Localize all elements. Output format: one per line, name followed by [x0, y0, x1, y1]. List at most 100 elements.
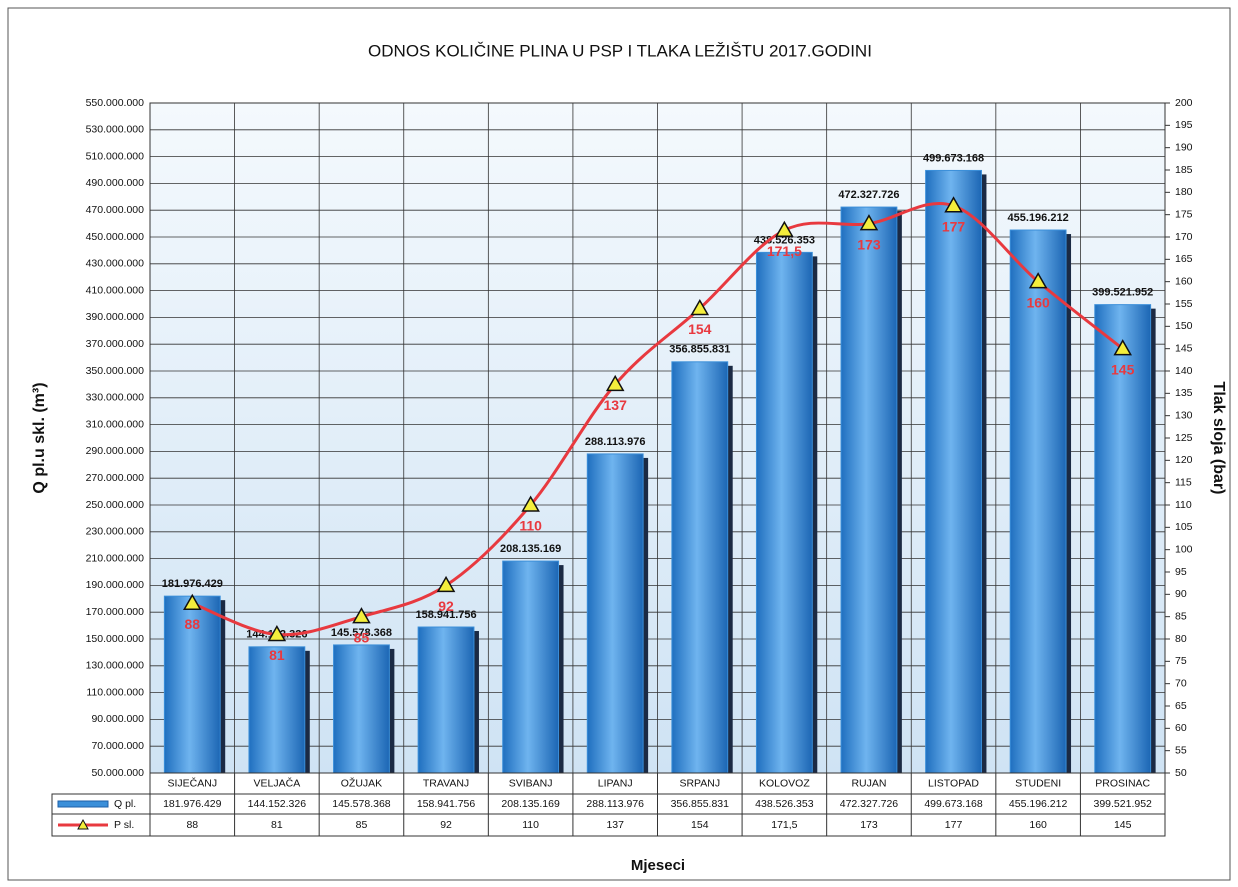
bar: [417, 626, 475, 774]
table-value: 181.976.429: [163, 798, 222, 810]
y2-tick-label: 60: [1175, 722, 1187, 734]
y-tick-label: 110.000.000: [86, 686, 144, 698]
x-tick-label: STUDENI: [1015, 777, 1061, 789]
y2-tick-label: 70: [1175, 677, 1187, 689]
y-tick-label: 310.000.000: [86, 418, 145, 430]
y-tick-label: 530.000.000: [86, 124, 145, 136]
y-tick-label: 490.000.000: [86, 177, 145, 189]
y-tick-label: 450.000.000: [86, 231, 145, 243]
table-value: 145.578.368: [332, 798, 391, 810]
bar-value-label: 208.135.169: [500, 543, 561, 555]
table-value: 399.521.952: [1094, 798, 1153, 810]
table-value: 144.152.326: [248, 798, 307, 810]
x-tick-label: PROSINAC: [1095, 777, 1150, 789]
line-value-label: 177: [942, 218, 966, 234]
y-tick-label: 370.000.000: [86, 338, 145, 350]
y2-tick-label: 125: [1175, 432, 1193, 444]
y2-tick-label: 165: [1175, 253, 1193, 265]
line-value-label: 137: [604, 397, 628, 413]
y-tick-label: 550.000.000: [86, 97, 145, 109]
line-value-label: 171,5: [767, 243, 802, 259]
y-tick-label: 470.000.000: [86, 204, 145, 216]
bar: [840, 206, 898, 774]
x-tick-label: SVIBANJ: [509, 777, 553, 789]
line-marker: [1113, 339, 1133, 356]
line-value-label: 173: [857, 236, 881, 252]
line-marker: [521, 495, 540, 512]
table-value: 173: [860, 819, 878, 831]
x-tick-label: TRAVANJ: [423, 777, 469, 789]
y-tick-label: 350.000.000: [86, 365, 145, 377]
chart-title: ODNOS KOLIČINE PLINA U PSP I TLAKA LEŽIŠ…: [368, 41, 872, 60]
legend-marker: [77, 818, 89, 830]
y2-tick-label: 80: [1175, 633, 1187, 645]
x-tick-label: LIPANJ: [598, 777, 633, 789]
y-tick-label: 330.000.000: [86, 392, 145, 404]
y-tick-label: 430.000.000: [86, 258, 145, 270]
table-value: 288.113.976: [586, 798, 644, 810]
line-marker: [182, 593, 202, 611]
y-tick-label: 150.000.000: [86, 633, 145, 645]
bar: [248, 646, 306, 774]
table-value: 137: [606, 819, 624, 831]
y2-tick-label: 200: [1175, 97, 1193, 109]
line-marker: [775, 220, 794, 238]
y2-tick-label: 170: [1175, 231, 1193, 243]
bar: [755, 251, 813, 774]
bar: [1009, 229, 1067, 774]
table-value: 208.135.169: [501, 798, 560, 810]
line-marker: [690, 298, 710, 316]
x-tick-label: OŽUJAK: [341, 776, 382, 789]
bar-value-label: 472.327.726: [838, 189, 899, 201]
line-value-label: 154: [688, 321, 712, 337]
y-tick-label: 190.000.000: [86, 579, 145, 591]
x-tick-label: SRPANJ: [679, 777, 720, 789]
bar-value-label: 181.976.429: [162, 578, 223, 590]
y-tick-label: 50.000.000: [91, 767, 144, 779]
line-value-label: 145: [1111, 361, 1135, 377]
bar: [671, 361, 729, 774]
y-tick-label: 410.000.000: [86, 284, 145, 296]
y-tick-label: 390.000.000: [86, 311, 145, 323]
y-axis-label: Q pl.u skl. (m³): [31, 382, 48, 493]
y2-tick-label: 145: [1175, 342, 1193, 354]
y2-tick-label: 90: [1175, 588, 1187, 600]
line-marker: [944, 196, 963, 213]
legend-label: Q pl.: [114, 798, 136, 810]
line-value-label: 110: [519, 518, 542, 534]
y-tick-label: 230.000.000: [86, 526, 145, 538]
y2-tick-label: 155: [1175, 298, 1193, 310]
y2-tick-label: 100: [1175, 543, 1193, 555]
line-marker: [436, 575, 456, 593]
y-tick-label: 510.000.000: [86, 150, 145, 162]
table-value: 160: [1029, 819, 1047, 831]
y2-tick-label: 150: [1175, 320, 1193, 332]
line-marker: [1028, 272, 1048, 289]
y-tick-label: 210.000.000: [86, 552, 145, 564]
y2-tick-label: 180: [1175, 186, 1193, 198]
y2-tick-label: 105: [1175, 521, 1193, 533]
table-value: 154: [691, 819, 709, 831]
y-tick-label: 130.000.000: [86, 660, 145, 672]
bar-value-label: 499.673.168: [923, 152, 984, 164]
y2-tick-label: 75: [1175, 655, 1187, 667]
table-value: 110: [522, 819, 539, 831]
x-axis-label: Mjeseci: [631, 857, 685, 874]
y-tick-label: 90.000.000: [91, 713, 144, 725]
y-tick-label: 170.000.000: [86, 606, 145, 618]
bar-value-label: 356.855.831: [669, 344, 730, 356]
y2-tick-label: 185: [1175, 164, 1193, 176]
table-value: 438.526.353: [755, 798, 814, 810]
y-tick-label: 250.000.000: [86, 499, 145, 511]
y2-tick-label: 190: [1175, 141, 1193, 153]
bar-value-label: 438.526.353: [754, 234, 815, 246]
bar-value-label: 288.113.976: [585, 436, 646, 448]
table-value: 92: [440, 819, 452, 831]
y2-tick-label: 135: [1175, 387, 1193, 399]
y2-tick-label: 55: [1175, 744, 1187, 756]
bar-value-label: 145.578.368: [331, 627, 392, 639]
x-tick-label: VELJAČA: [254, 776, 301, 789]
line-value-label: 81: [269, 647, 285, 663]
table-value: 88: [186, 819, 198, 831]
line-marker: [605, 374, 625, 392]
